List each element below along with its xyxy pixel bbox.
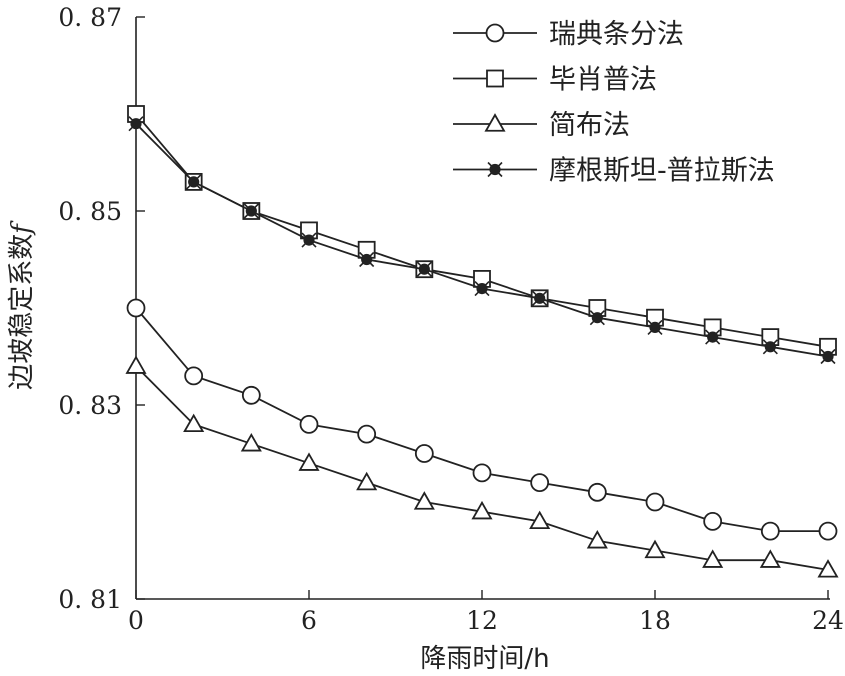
marker-circle: [299, 414, 319, 434]
marker-circle: [760, 521, 780, 541]
marker-triangle: [183, 413, 205, 433]
y-tick-label: 0. 83: [58, 391, 122, 420]
x-tick-label: 6: [301, 606, 317, 635]
marker-circle: [414, 444, 434, 463]
marker-circle: [126, 298, 146, 318]
marker-star-dot: [705, 329, 721, 345]
marker-triangle: [471, 500, 493, 520]
y-tick-label: 0. 81: [58, 585, 122, 614]
marker-star-dot: [128, 116, 144, 132]
marker-triangle: [644, 539, 666, 559]
marker-star-dot: [762, 339, 778, 355]
marker-triangle: [817, 559, 839, 578]
x-axis-title: 降雨时间/h: [420, 644, 549, 674]
marker-circle: [587, 482, 607, 502]
legend-label: 摩根斯坦-普拉斯法: [549, 156, 775, 187]
marker-circle: [241, 385, 261, 405]
x-tick-label: 18: [639, 606, 671, 635]
marker-triangle: [356, 471, 378, 491]
marker-circle: [184, 366, 204, 386]
series-triangle: [125, 355, 839, 578]
marker-star-dot: [359, 251, 375, 268]
legend-entry: 摩根斯坦-普拉斯法: [453, 156, 775, 187]
marker-triangle: [240, 432, 262, 452]
y-ticks: 0. 81 0. 83 0. 85 0. 87: [58, 3, 145, 614]
marker-circle: [703, 512, 723, 531]
marker-circle: [645, 492, 665, 512]
marker-star-dot: [243, 203, 259, 219]
legend-label: 毕肖普法: [549, 65, 657, 96]
marker-star-dot: [474, 281, 490, 297]
series-line: [135, 113, 829, 348]
marker-circle: [485, 23, 505, 43]
marker-triangle: [298, 452, 320, 471]
series-star-dot: [128, 116, 836, 365]
marker-circle: [530, 473, 550, 493]
marker-circle: [472, 463, 492, 483]
marker-triangle: [413, 491, 435, 510]
legend-label: 瑞典条分法: [549, 19, 684, 50]
legend-entry: 瑞典条分法: [453, 19, 684, 50]
marker-star-dot: [647, 319, 663, 335]
marker-triangle: [529, 510, 551, 530]
marker-triangle: [702, 549, 724, 568]
y-axis-title-symbol: f: [7, 220, 37, 236]
x-ticks: 0 6 12 18 24: [128, 590, 844, 635]
x-tick-label: 12: [466, 606, 498, 635]
y-axis-title: 边坡稳定系数f: [7, 220, 37, 390]
marker-star-dot: [820, 348, 836, 365]
legend-entry: 毕肖普法: [453, 65, 657, 96]
series-circle: [126, 298, 838, 541]
marker-star-dot: [186, 174, 202, 190]
x-tick-label: 0: [128, 606, 144, 635]
y-tick-label: 0. 87: [58, 3, 122, 32]
series-line: [135, 307, 828, 532]
marker-star-dot: [416, 261, 432, 277]
legend-entry: 简布法: [453, 110, 630, 141]
marker-circle: [818, 521, 838, 541]
marker-triangle: [586, 529, 608, 549]
series-square: [127, 105, 837, 356]
marker-triangle: [484, 113, 506, 132]
legend-label: 简布法: [549, 110, 630, 141]
marker-star-dot: [487, 161, 503, 178]
y-axis-title-text: 边坡稳定系数: [7, 234, 37, 390]
marker-square: [486, 69, 504, 88]
y-tick-label: 0. 85: [58, 197, 122, 226]
marker-triangle: [759, 549, 781, 568]
series-layer: [125, 105, 839, 578]
marker-star-dot: [301, 232, 317, 248]
marker-star-dot: [532, 290, 548, 306]
marker-circle: [357, 424, 377, 444]
marker-star-dot: [589, 310, 605, 326]
marker-triangle: [125, 355, 147, 374]
x-tick-label: 24: [812, 606, 844, 635]
